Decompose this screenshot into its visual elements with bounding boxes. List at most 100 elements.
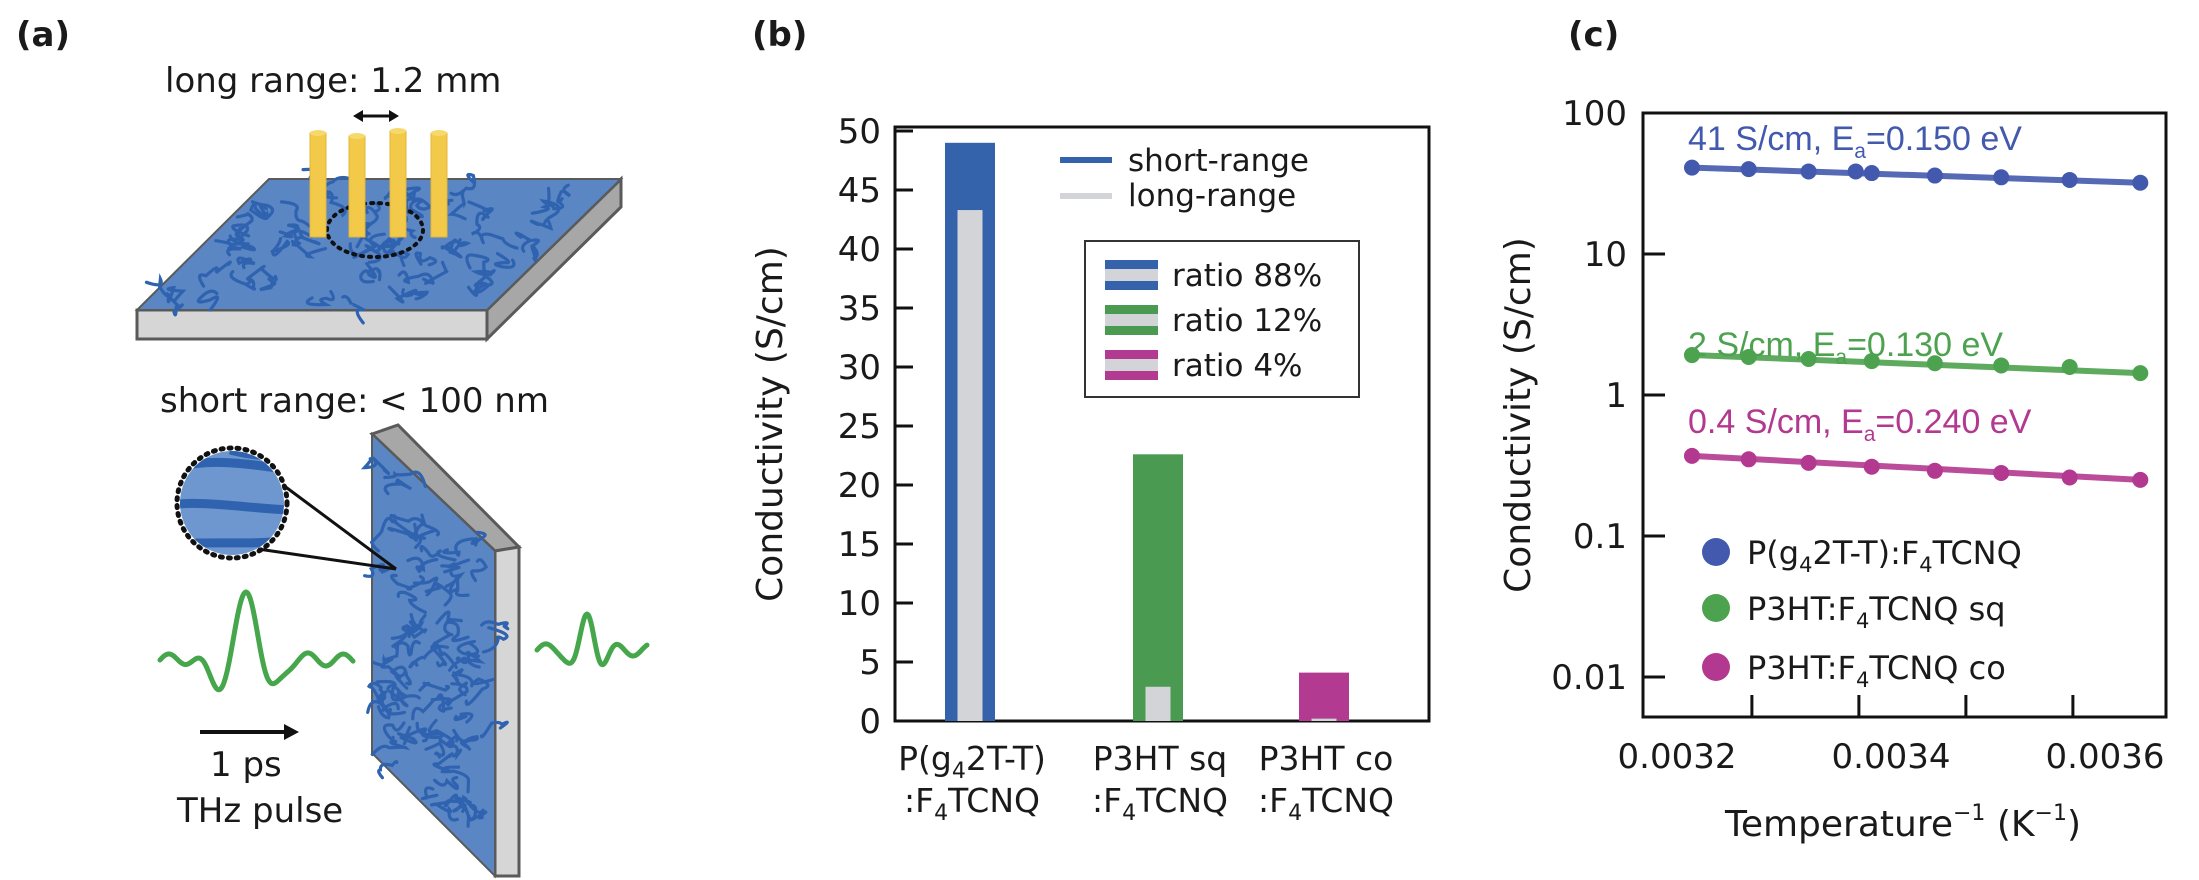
data-point <box>2132 365 2149 382</box>
polymer-chain <box>387 285 418 304</box>
data-point <box>1926 167 1943 184</box>
polymer-chain <box>443 620 470 643</box>
y-tick-label: 35 <box>838 289 881 329</box>
polymer-chain <box>470 530 487 547</box>
y-tick: 30 <box>838 348 913 388</box>
probe-needle <box>430 130 448 238</box>
polymer-chain <box>471 272 494 295</box>
polymer-chain <box>442 537 475 557</box>
data-point <box>1683 347 1700 364</box>
polymer-chain <box>279 200 316 232</box>
polymer-chain <box>418 681 451 692</box>
ratio-swatch <box>1105 260 1158 269</box>
polymer-chain <box>470 211 490 242</box>
data-point <box>1683 447 1700 464</box>
x-tick-label: 0.0036 <box>2046 737 2165 777</box>
x-category-line1: P3HT sq <box>1093 739 1228 778</box>
polymer-chain <box>469 803 488 822</box>
x-axis-title-text: Temperature <box>1724 804 1953 845</box>
polymer-chain <box>420 786 439 801</box>
legend-label: P3HT:F4TCNQ sq <box>1747 590 2006 633</box>
polymer-chain <box>397 270 435 285</box>
probe-needle <box>348 133 366 238</box>
y-tick-label: 20 <box>838 466 881 506</box>
data-point <box>2132 471 2149 488</box>
x-axis-title: Temperature−1 (K−1) <box>1724 801 2081 845</box>
ratio-label: ratio 4% <box>1172 348 1303 384</box>
polymer-chain <box>396 590 427 614</box>
plot-frame <box>1641 111 2168 719</box>
polymer-chain <box>369 516 395 553</box>
panel-b-label: (b) <box>752 15 807 55</box>
data-series: 41 S/cm, Ea=0.150 eV <box>1683 120 2149 191</box>
data-point <box>1926 355 1943 372</box>
y-tick: 20 <box>838 466 913 506</box>
panel-c-arrhenius-plot: (c) 100 10 1 0.1 0.01 0.0032 0.0034 0.0036 Con… <box>1498 15 2168 845</box>
polymer-chain <box>481 626 509 654</box>
polymer-chain <box>198 260 232 288</box>
y-tick: 35 <box>838 289 913 329</box>
x-category-line2: :F4TCNQ <box>904 781 1040 826</box>
y-axis-title: Conductivity (S/cm) <box>1498 237 1539 593</box>
legend-marker <box>1702 653 1730 681</box>
y-tick: 25 <box>838 407 913 447</box>
y-tick: 0.1 <box>1573 517 1665 557</box>
legend-marker <box>1702 594 1730 622</box>
y-tick-label: 0.1 <box>1573 517 1627 557</box>
legend-label-long-range: long-range <box>1128 178 1296 214</box>
long-range-label: long range: 1.2 mm <box>165 61 501 101</box>
series-annotation: 41 S/cm, Ea=0.150 eV <box>1688 120 2022 163</box>
polymer-chain <box>433 693 453 712</box>
polymer-chain <box>404 725 429 743</box>
polymer-chain <box>424 582 453 607</box>
y-tick-label: 15 <box>838 525 881 565</box>
ratio-label: ratio 88% <box>1172 258 1322 294</box>
polymer-chain <box>440 769 471 794</box>
data-point <box>1800 163 1817 180</box>
time-arrow-icon <box>200 724 299 740</box>
y-axis-title: Conductivity (S/cm) <box>750 246 791 602</box>
y-tick: 15 <box>838 525 913 565</box>
polymer-chain <box>375 679 407 702</box>
data-point <box>1847 163 1864 180</box>
polymer-chain <box>429 800 459 822</box>
polymer-chain <box>411 522 441 542</box>
x-category-label: P3HT sq:F4TCNQ <box>1092 739 1228 826</box>
data-point <box>1740 451 1757 468</box>
legend-entry: P3HT:F4TCNQ co <box>1702 649 2006 692</box>
polymer-chain <box>398 189 421 203</box>
polymer-chain <box>226 234 245 252</box>
y-tick-label: 10 <box>1584 235 1627 275</box>
x-category-line1: P3HT co <box>1259 739 1394 778</box>
transmitted-thz-wave <box>534 611 650 668</box>
legend-swatch-long-range <box>1060 193 1112 199</box>
polymer-chain <box>245 264 278 284</box>
data-point <box>2061 358 2078 375</box>
polymer-chain <box>389 513 427 526</box>
y-tick-label: 50 <box>838 112 881 152</box>
ratio-swatch <box>1105 305 1158 314</box>
polymer-chain <box>366 681 387 702</box>
y-tick-label: 0 <box>859 702 881 742</box>
polymer-chain <box>214 239 242 257</box>
data-point <box>1993 464 2010 481</box>
ratio-label: ratio 12% <box>1172 303 1322 339</box>
x-category-label: P(g42T-T):F4TCNQ <box>898 739 1046 826</box>
polymer-chain <box>443 238 463 259</box>
vertical-film-sample <box>360 423 523 879</box>
polymer-chain <box>414 290 429 301</box>
polymer-chain <box>278 223 301 239</box>
bar-short-range <box>1133 454 1183 721</box>
data-point <box>1683 159 1700 176</box>
series-annotation: 2 S/cm, Ea=0.130 eV <box>1688 326 2003 369</box>
y-tick-label: 40 <box>838 230 881 270</box>
panel-b-bar-chart: (b) 0 5 10 15 20 25 30 35 40 45 50 Conductivity (S… <box>750 15 1431 826</box>
data-point <box>1863 165 1880 182</box>
polymer-chain <box>451 668 474 688</box>
data-point <box>1740 161 1757 178</box>
horizontal-film-sample <box>134 167 624 343</box>
magnified-region <box>174 445 397 571</box>
polymer-chain <box>529 238 540 263</box>
polymer-chain <box>406 556 439 574</box>
